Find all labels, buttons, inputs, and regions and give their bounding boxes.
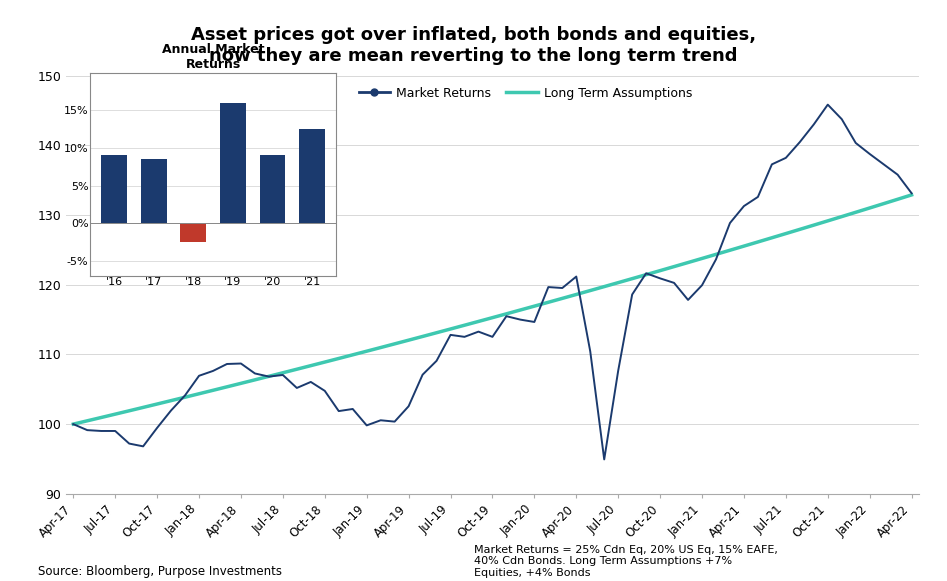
Title: Annual Market
Returns: Annual Market Returns bbox=[162, 44, 264, 71]
Text: Asset prices got over inflated, both bonds and equities,
now they are mean rever: Asset prices got over inflated, both bon… bbox=[191, 26, 756, 65]
Bar bbox=[141, 159, 167, 223]
Text: Market Returns = 25% Cdn Eq, 20% US Eq, 15% EAFE,
40% Cdn Bonds. Long Term Assum: Market Returns = 25% Cdn Eq, 20% US Eq, … bbox=[474, 545, 777, 578]
Bar bbox=[101, 156, 127, 223]
Bar bbox=[180, 223, 206, 242]
Bar bbox=[299, 129, 325, 223]
Text: Source: Bloomberg, Purpose Investments: Source: Bloomberg, Purpose Investments bbox=[38, 565, 282, 578]
Bar bbox=[220, 103, 246, 223]
Bar bbox=[259, 156, 285, 223]
Legend: Market Returns, Long Term Assumptions: Market Returns, Long Term Assumptions bbox=[354, 82, 697, 105]
